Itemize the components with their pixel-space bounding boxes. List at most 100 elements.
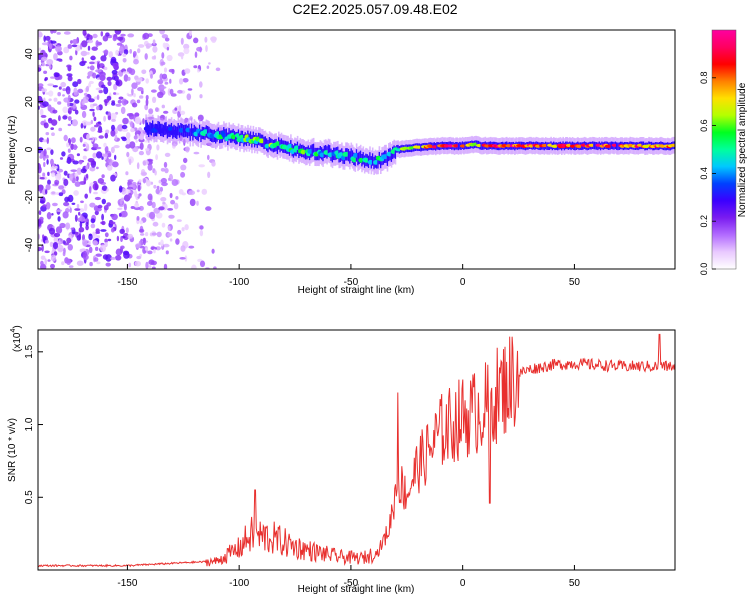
noise-speckle bbox=[66, 100, 70, 108]
noise-speckle bbox=[92, 240, 98, 246]
noise-speckle bbox=[161, 52, 165, 59]
noise-speckle bbox=[54, 165, 58, 169]
noise-speckle bbox=[47, 259, 51, 262]
noise-speckle bbox=[95, 253, 102, 257]
noise-speckle bbox=[183, 43, 190, 50]
noise-speckle bbox=[97, 121, 101, 124]
noise-speckle bbox=[186, 93, 192, 101]
noise-speckle bbox=[39, 108, 44, 116]
noise-speckle bbox=[75, 175, 79, 182]
noise-speckle bbox=[178, 105, 182, 113]
noise-speckle bbox=[107, 238, 112, 242]
noise-speckle bbox=[106, 188, 109, 192]
noise-speckle bbox=[177, 229, 182, 235]
snr-x-ticks: -150 -100 -50 0 50 bbox=[117, 565, 580, 589]
noise-speckle bbox=[164, 37, 170, 42]
noise-speckle bbox=[138, 179, 142, 183]
spectrogram-x-axis-label: Height of straight line (km) bbox=[298, 285, 415, 296]
noise-speckle bbox=[42, 101, 49, 107]
noise-speckle bbox=[211, 161, 216, 167]
noise-speckle bbox=[52, 109, 58, 114]
noise-speckle bbox=[43, 35, 46, 42]
noise-speckle bbox=[73, 144, 78, 151]
y-tick-label: 1.5 bbox=[24, 344, 35, 358]
noise-speckle bbox=[97, 130, 103, 133]
x-tick-label: -150 bbox=[117, 277, 137, 288]
noise-speckle bbox=[41, 42, 49, 46]
noise-speckle bbox=[158, 206, 165, 211]
noise-speckle bbox=[180, 164, 187, 171]
noise-speckle bbox=[93, 257, 99, 262]
noise-speckle bbox=[133, 93, 136, 98]
noise-speckle bbox=[73, 190, 79, 196]
noise-speckle bbox=[117, 36, 124, 41]
noise-speckle bbox=[162, 201, 166, 205]
noise-speckle bbox=[113, 83, 118, 91]
noise-speckle bbox=[96, 261, 101, 265]
noise-speckle bbox=[115, 80, 120, 86]
noise-speckle bbox=[50, 76, 56, 79]
noise-speckle bbox=[121, 188, 127, 195]
noise-speckle bbox=[116, 42, 123, 46]
noise-speckle bbox=[63, 31, 71, 35]
noise-speckle bbox=[78, 227, 85, 233]
noise-speckle bbox=[103, 66, 108, 71]
noise-speckle bbox=[141, 69, 147, 75]
ridge-body bbox=[464, 141, 466, 150]
noise-speckle bbox=[43, 161, 46, 168]
noise-speckle bbox=[65, 222, 71, 230]
noise-speckle bbox=[139, 220, 143, 225]
noise-speckle bbox=[123, 74, 129, 82]
noise-speckle bbox=[125, 227, 129, 234]
noise-speckle bbox=[137, 196, 140, 199]
noise-speckle bbox=[104, 100, 108, 107]
noise-speckle bbox=[104, 232, 109, 238]
noise-speckle bbox=[135, 139, 138, 143]
ridge-body bbox=[610, 141, 612, 150]
noise-speckle bbox=[66, 142, 70, 148]
noise-speckle bbox=[38, 67, 42, 72]
noise-speckle bbox=[120, 136, 127, 140]
noise-speckle bbox=[160, 197, 167, 202]
noise-speckle bbox=[92, 231, 96, 236]
noise-speckle bbox=[69, 173, 74, 181]
ridge-body bbox=[358, 151, 360, 165]
noise-speckle bbox=[198, 164, 205, 168]
noise-speckle bbox=[80, 123, 84, 129]
noise-speckle bbox=[86, 133, 90, 141]
noise-speckle bbox=[159, 30, 165, 35]
noise-speckle bbox=[117, 207, 123, 210]
x-tick-label: 50 bbox=[569, 578, 581, 589]
noise-speckle bbox=[169, 238, 173, 242]
y-tick-label: -20 bbox=[24, 190, 35, 205]
noise-speckle bbox=[170, 199, 176, 205]
snr-frame bbox=[37, 329, 676, 571]
noise-speckle bbox=[100, 244, 106, 252]
noise-speckle bbox=[184, 224, 189, 231]
y-tick-label: -40 bbox=[24, 237, 35, 252]
noise-speckle bbox=[87, 158, 95, 163]
noise-speckle bbox=[134, 75, 139, 81]
noise-speckle bbox=[38, 83, 44, 88]
noise-speckle bbox=[82, 30, 87, 36]
noise-speckle bbox=[46, 159, 49, 165]
ridge-body bbox=[249, 131, 252, 144]
noise-speckle bbox=[79, 248, 84, 253]
noise-speckle bbox=[101, 185, 108, 191]
noise-speckle bbox=[111, 76, 116, 80]
x-tick-label: 0 bbox=[460, 277, 466, 288]
ridge-body bbox=[197, 128, 199, 142]
ridge-body bbox=[276, 141, 279, 154]
noise-speckle bbox=[50, 40, 57, 44]
noise-speckle bbox=[125, 171, 129, 176]
noise-speckle bbox=[115, 49, 119, 56]
noise-speckle bbox=[50, 127, 54, 130]
noise-speckle bbox=[81, 40, 88, 48]
noise-speckle bbox=[152, 45, 158, 53]
noise-speckle bbox=[50, 30, 54, 34]
noise-speckle bbox=[152, 39, 156, 45]
noise-speckle bbox=[67, 94, 71, 101]
noise-speckle bbox=[81, 120, 88, 126]
noise-speckle bbox=[129, 141, 136, 149]
spectrogram-y-ticks: -40 -20 0 20 40 bbox=[24, 48, 43, 252]
